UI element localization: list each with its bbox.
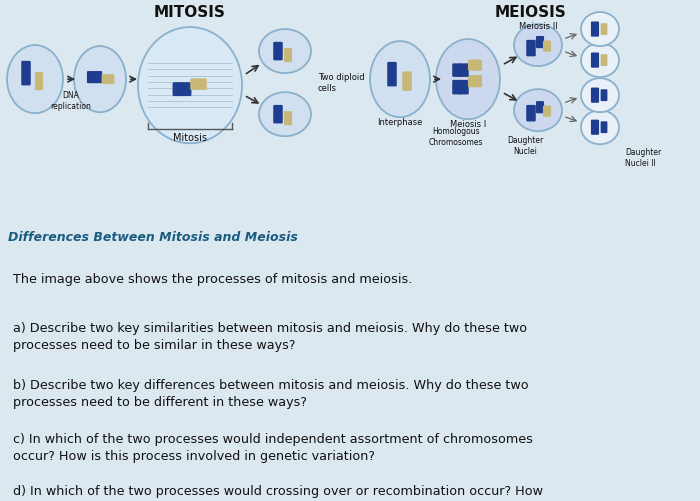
FancyBboxPatch shape — [543, 42, 551, 53]
FancyBboxPatch shape — [601, 90, 608, 102]
Text: c) In which of the two processes would independent assortment of chromosomes
occ: c) In which of the two processes would i… — [13, 432, 533, 462]
FancyBboxPatch shape — [197, 79, 206, 91]
FancyBboxPatch shape — [468, 61, 476, 72]
Text: Differences Between Mitosis and Meiosis: Differences Between Mitosis and Meiosis — [8, 231, 298, 244]
Text: MEIOSIS: MEIOSIS — [494, 5, 566, 20]
Text: a) Describe two key similarities between mitosis and meiosis. Why do these two
p: a) Describe two key similarities between… — [13, 322, 526, 352]
Text: Homologous
Chromosomes: Homologous Chromosomes — [428, 127, 483, 146]
Text: Meiosis I: Meiosis I — [450, 120, 486, 129]
FancyBboxPatch shape — [536, 37, 544, 49]
Ellipse shape — [581, 13, 619, 47]
FancyBboxPatch shape — [387, 63, 397, 87]
FancyBboxPatch shape — [591, 88, 599, 104]
FancyBboxPatch shape — [273, 43, 283, 61]
FancyBboxPatch shape — [284, 49, 292, 63]
Ellipse shape — [259, 93, 311, 137]
FancyBboxPatch shape — [284, 112, 292, 126]
FancyBboxPatch shape — [87, 72, 95, 84]
FancyBboxPatch shape — [452, 64, 462, 78]
Ellipse shape — [436, 40, 500, 120]
FancyBboxPatch shape — [459, 81, 469, 95]
Text: Two diploid
cells: Two diploid cells — [318, 73, 365, 93]
Ellipse shape — [514, 90, 562, 132]
FancyBboxPatch shape — [402, 72, 412, 92]
Ellipse shape — [74, 47, 126, 113]
Text: Daughter
Nuclei: Daughter Nuclei — [507, 136, 543, 155]
FancyBboxPatch shape — [102, 75, 108, 85]
Ellipse shape — [581, 44, 619, 78]
Text: d) In which of the two processes would crossing over or recombination occur? How: d) In which of the two processes would c… — [13, 484, 542, 501]
FancyBboxPatch shape — [526, 106, 536, 122]
FancyBboxPatch shape — [173, 83, 183, 97]
Ellipse shape — [370, 42, 430, 118]
FancyBboxPatch shape — [452, 81, 462, 95]
Text: DNA
replication: DNA replication — [50, 91, 92, 110]
Text: Daughter
Nuclei II: Daughter Nuclei II — [625, 148, 662, 167]
Text: Interphase: Interphase — [377, 118, 423, 127]
FancyBboxPatch shape — [591, 54, 599, 69]
FancyBboxPatch shape — [190, 79, 199, 91]
Text: b) Describe two key differences between mitosis and meiosis. Why do these two
pr: b) Describe two key differences between … — [13, 378, 528, 408]
FancyBboxPatch shape — [468, 76, 476, 88]
Ellipse shape — [514, 25, 562, 67]
FancyBboxPatch shape — [459, 64, 469, 78]
Ellipse shape — [138, 28, 242, 144]
FancyBboxPatch shape — [591, 120, 599, 136]
FancyBboxPatch shape — [601, 55, 608, 67]
Ellipse shape — [7, 46, 63, 114]
Ellipse shape — [581, 79, 619, 113]
FancyBboxPatch shape — [21, 62, 31, 86]
FancyBboxPatch shape — [35, 73, 43, 91]
Text: Meiosis II: Meiosis II — [519, 22, 557, 31]
FancyBboxPatch shape — [108, 75, 114, 85]
FancyBboxPatch shape — [526, 41, 536, 57]
Text: The image above shows the processes of mitosis and meiosis.: The image above shows the processes of m… — [13, 273, 412, 286]
FancyBboxPatch shape — [474, 76, 482, 88]
Text: Mitosis: Mitosis — [173, 133, 207, 143]
FancyBboxPatch shape — [94, 72, 102, 84]
FancyBboxPatch shape — [543, 106, 551, 118]
FancyBboxPatch shape — [474, 61, 482, 72]
FancyBboxPatch shape — [601, 24, 608, 36]
Ellipse shape — [259, 30, 311, 74]
Ellipse shape — [581, 111, 619, 145]
FancyBboxPatch shape — [181, 83, 191, 97]
Text: MITOSIS: MITOSIS — [154, 5, 226, 20]
FancyBboxPatch shape — [591, 23, 599, 38]
FancyBboxPatch shape — [601, 122, 608, 134]
FancyBboxPatch shape — [273, 106, 283, 124]
FancyBboxPatch shape — [536, 102, 544, 114]
